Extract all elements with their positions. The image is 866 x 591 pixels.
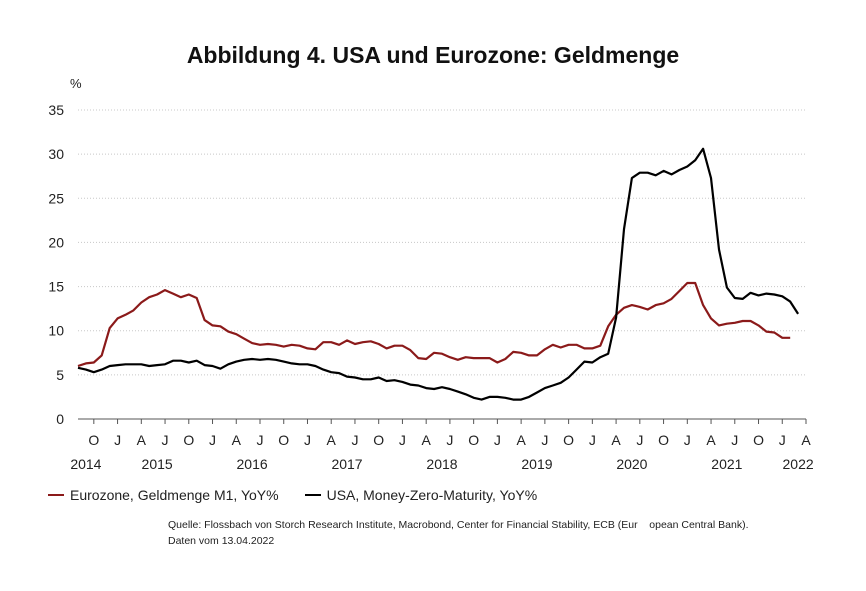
y-tick-label: 20: [48, 234, 64, 250]
source-line: Quelle: Flossbach von Storch Research In…: [168, 519, 749, 531]
year-label: 2021: [711, 456, 742, 472]
x-tick-label: J: [779, 432, 786, 448]
y-axis-unit: %: [70, 76, 82, 91]
series-lines: [77, 147, 800, 401]
x-tick-label: J: [257, 432, 264, 448]
year-label: 2014: [70, 456, 101, 472]
year-label: 2019: [521, 456, 552, 472]
x-tick-label: A: [516, 432, 526, 448]
x-tick-label: O: [373, 432, 384, 448]
x-tick-label: J: [114, 432, 121, 448]
x-tick-label: A: [611, 432, 621, 448]
legend-label-eurozone: Eurozone, Geldmenge M1, YoY%: [70, 487, 279, 503]
data-date-line: Daten vom 13.04.2022: [168, 535, 275, 547]
legend: Eurozone, Geldmenge M1, YoY% USA, Money-…: [48, 487, 537, 503]
x-tick-label: J: [162, 432, 169, 448]
x-tick-label: J: [636, 432, 643, 448]
year-label: 2015: [142, 456, 173, 472]
x-tick-label: J: [351, 432, 358, 448]
legend-swatch-usa: [304, 494, 321, 496]
legend-item-usa: USA, Money-Zero-Maturity, YoY%: [304, 487, 538, 503]
series-line-usa-mzm: [77, 147, 800, 401]
x-tick-label: A: [232, 432, 242, 448]
x-tick-label: O: [278, 432, 289, 448]
x-tick-label: A: [801, 432, 811, 448]
x-tick-label: A: [706, 432, 716, 448]
y-tick-label: 30: [48, 146, 64, 162]
legend-swatch-eurozone: [48, 494, 64, 496]
y-axis: 0 5 10 15 20 25 30 35%: [48, 76, 82, 427]
x-tick-label: O: [658, 432, 669, 448]
series-line-eurozone-m1: [77, 281, 791, 368]
x-tick-label: A: [422, 432, 432, 448]
legend-label-usa: USA, Money-Zero-Maturity, YoY%: [326, 487, 538, 503]
x-tick-label: A: [137, 432, 147, 448]
y-tick-label: 25: [48, 190, 64, 206]
y-tick-label: 10: [48, 323, 64, 339]
x-tick-label: J: [541, 432, 548, 448]
y-tick-label: 0: [56, 411, 64, 427]
x-tick-label: J: [304, 432, 311, 448]
x-tick-label: J: [589, 432, 596, 448]
x-tick-label: O: [88, 432, 99, 448]
legend-item-eurozone: Eurozone, Geldmenge M1, YoY%: [48, 487, 279, 503]
y-tick-label: 15: [48, 279, 64, 295]
year-label: 2017: [331, 456, 362, 472]
x-tick-label: J: [209, 432, 216, 448]
year-label: 2016: [237, 456, 268, 472]
x-tick-label: A: [327, 432, 337, 448]
x-tick-label: J: [446, 432, 453, 448]
y-tick-label: 35: [48, 102, 64, 118]
chart-title: Abbildung 4. USA und Eurozone: Geldmenge: [186, 42, 680, 68]
x-tick-label: O: [468, 432, 479, 448]
year-label: 2020: [616, 456, 647, 472]
year-label: 2022: [783, 456, 814, 472]
source-note: Quelle: Flossbach von Storch Research In…: [168, 517, 749, 549]
x-tick-label: O: [183, 432, 194, 448]
x-tick-label: J: [731, 432, 738, 448]
x-tick-label: O: [563, 432, 574, 448]
y-tick-label: 5: [56, 367, 64, 383]
year-label: 2018: [426, 456, 457, 472]
x-tick-label: J: [399, 432, 406, 448]
x-tick-label: J: [494, 432, 501, 448]
x-tick-label: O: [753, 432, 764, 448]
x-tick-label: J: [684, 432, 691, 448]
